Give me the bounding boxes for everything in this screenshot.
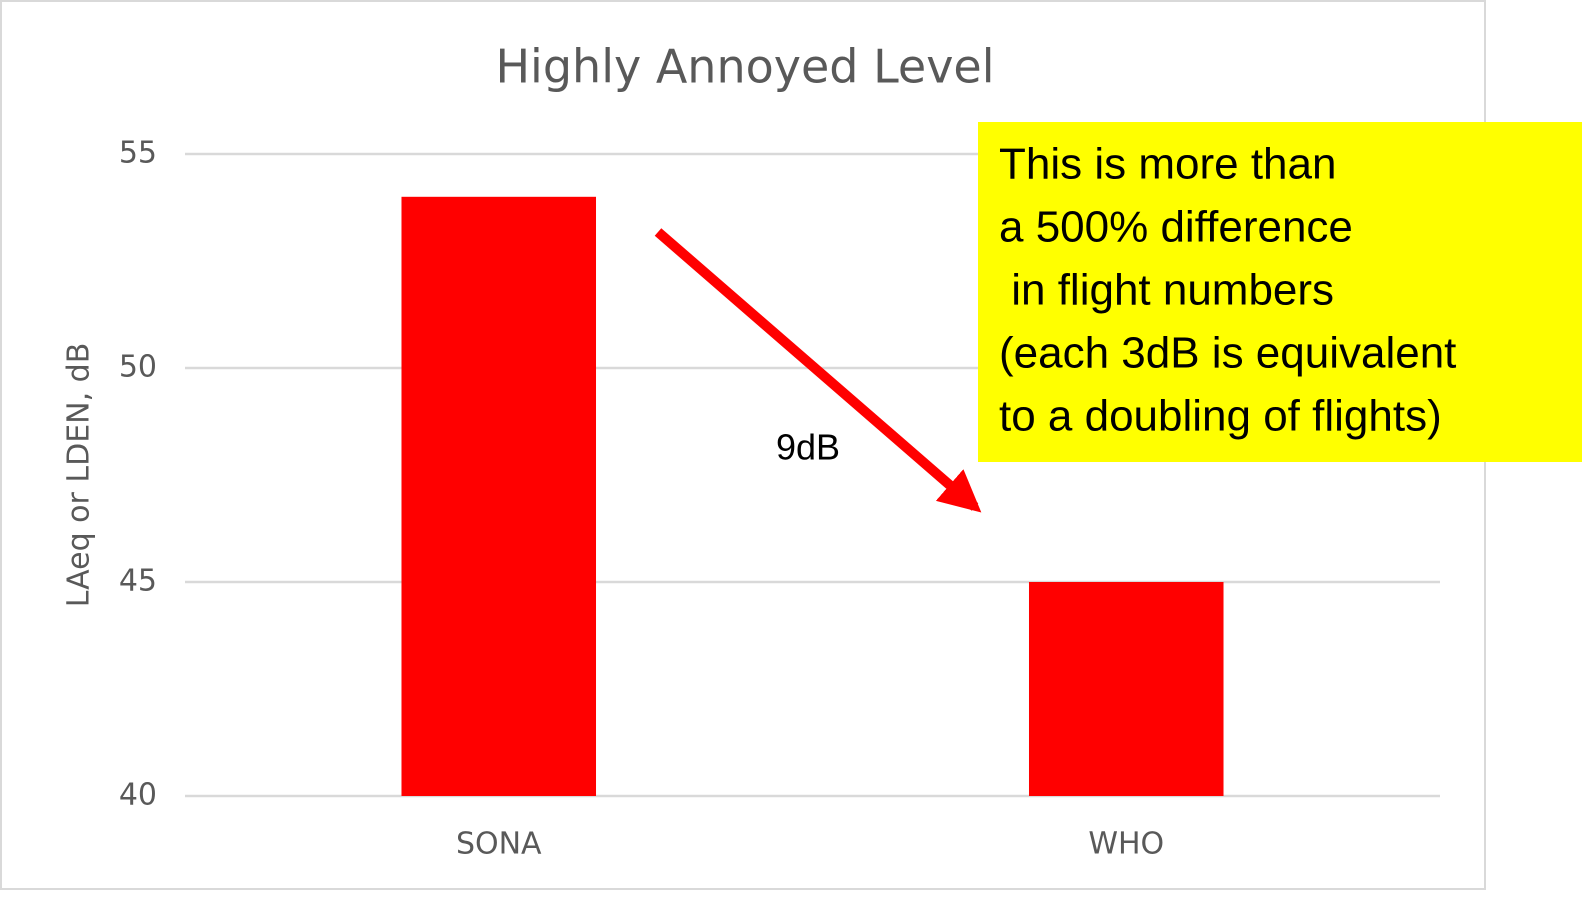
y-tick-label: 55: [119, 136, 157, 171]
callout-line: in flight numbers: [999, 266, 1334, 315]
x-tick-label: WHO: [1088, 827, 1164, 862]
callout-box: [978, 122, 1582, 462]
y-axis-title: LAeq or LDEN, dB: [62, 343, 97, 608]
callout-line: (each 3dB is equivalent: [999, 329, 1456, 378]
annotation: 9dB: [776, 427, 840, 468]
y-tick-label: 50: [119, 350, 157, 385]
marks: SONA WHO: [401, 196, 1224, 862]
callout-line: This is more than: [999, 140, 1336, 189]
y-tick-label: 40: [119, 778, 157, 813]
callout-line: to a doubling of flights): [999, 392, 1442, 441]
x-tick-label: SONA: [456, 827, 542, 862]
arrow: [654, 228, 982, 513]
y-tick-label: 45: [119, 564, 157, 599]
chart-title: Highly Annoyed Level: [495, 40, 994, 94]
bar: [401, 196, 597, 797]
callout: This is more than a 500% difference in fl…: [999, 140, 1456, 441]
callout-line: a 500% difference: [999, 203, 1353, 252]
bar: [1028, 582, 1224, 796]
